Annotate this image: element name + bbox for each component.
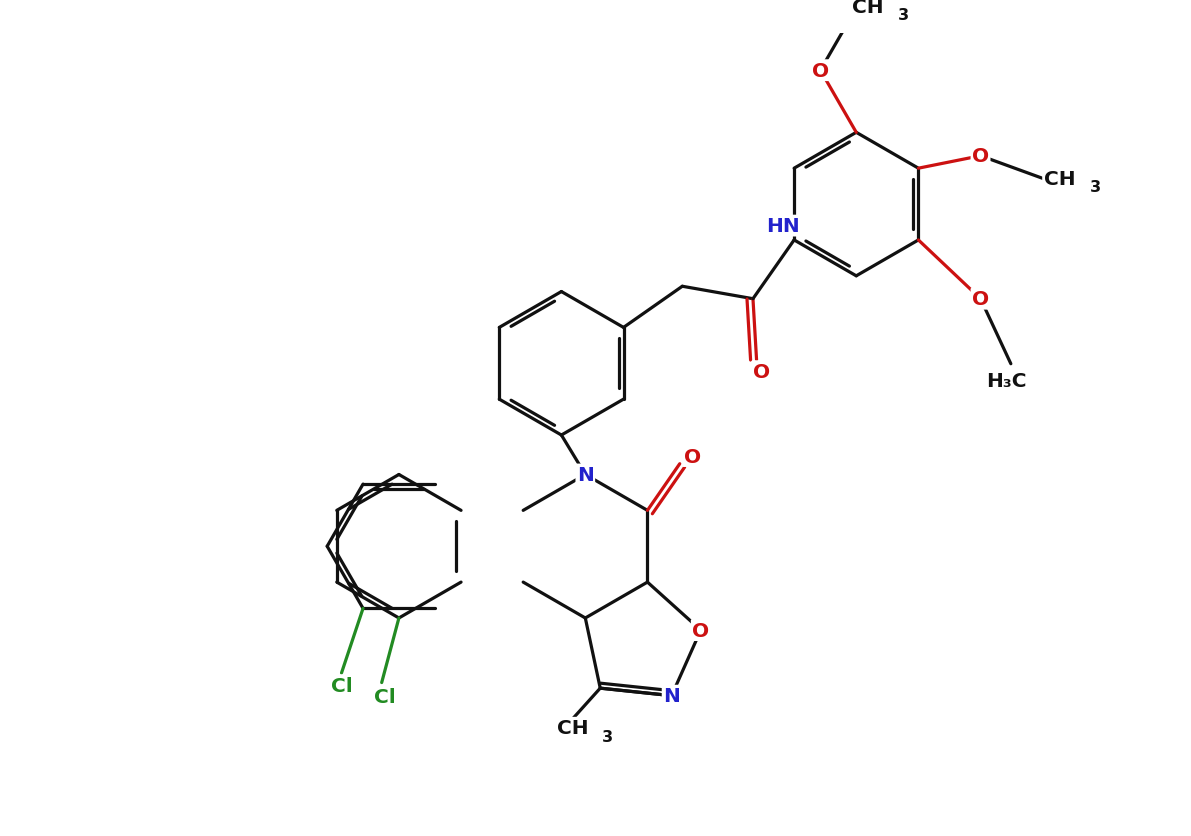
Text: O: O [972,147,989,166]
Text: 3: 3 [898,8,910,23]
Text: H₃C: H₃C [986,372,1027,391]
Text: HN: HN [766,217,799,236]
Text: N: N [576,466,594,484]
Text: CH: CH [852,0,884,17]
Text: N: N [663,686,680,706]
Text: O: O [753,362,769,381]
Text: 3: 3 [1090,181,1102,196]
Text: 3: 3 [601,729,612,744]
Text: Cl: Cl [374,687,395,706]
Text: O: O [812,62,829,80]
Text: O: O [684,447,700,466]
Text: Cl: Cl [331,676,353,695]
Text: O: O [692,621,710,640]
Text: O: O [972,290,989,308]
Text: CH: CH [557,718,588,737]
Text: CH: CH [1043,170,1075,189]
